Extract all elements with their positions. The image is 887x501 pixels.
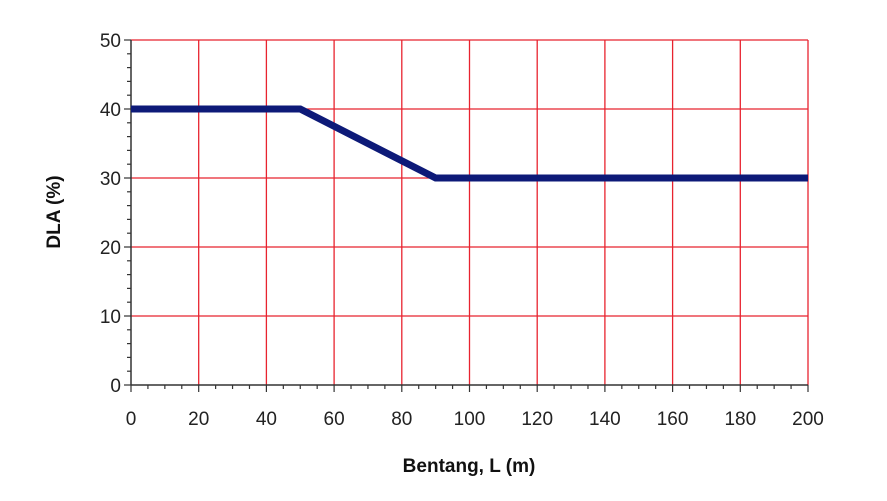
x-tick-label: 180 xyxy=(724,409,756,430)
x-tick-label: 60 xyxy=(324,409,345,430)
series-layer xyxy=(130,105,809,182)
x-tick-label: 20 xyxy=(188,409,209,430)
x-tick-label: 140 xyxy=(589,409,621,430)
y-tick-label: 30 xyxy=(100,169,121,190)
x-tick-label: 40 xyxy=(256,409,277,430)
x-tick-label: 100 xyxy=(454,409,486,430)
y-axis-title: DLA (%) xyxy=(44,175,65,248)
x-tick-label: 120 xyxy=(521,409,553,430)
x-tick-label: 200 xyxy=(792,409,824,430)
y-tick-label: 10 xyxy=(100,307,121,328)
x-tick-label: 0 xyxy=(126,409,137,430)
y-tick-label: 40 xyxy=(100,100,121,121)
x-tick-label: 160 xyxy=(657,409,689,430)
grid xyxy=(131,39,809,385)
y-tick-label: 20 xyxy=(100,238,121,259)
y-tick-label: 0 xyxy=(110,376,121,397)
tick-labels: 0 20 40 60 80 100 120 140 160 180 200 0 10 20 30 40 50 xyxy=(100,31,824,430)
x-axis-title: Bentang, L (m) xyxy=(403,456,536,477)
series-line xyxy=(131,105,808,182)
axes xyxy=(124,39,809,392)
x-tick-label: 80 xyxy=(391,409,412,430)
y-tick-label: 50 xyxy=(100,31,121,52)
